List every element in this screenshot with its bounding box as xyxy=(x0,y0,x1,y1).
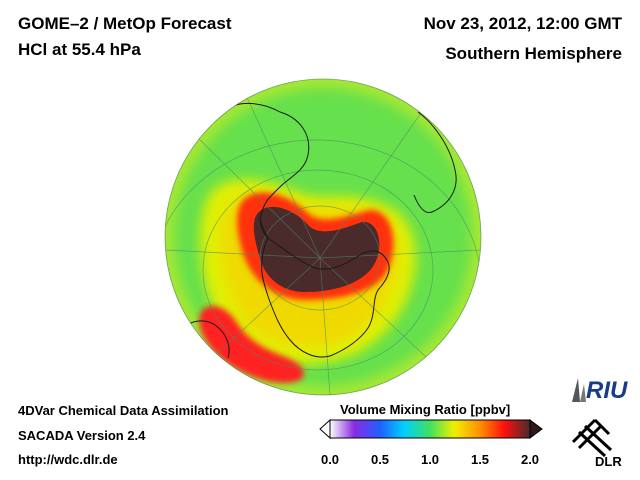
forecast-date: Nov 23, 2012, 12:00 GMT xyxy=(423,14,622,33)
map-title: GOME–2 / MetOp Forecast xyxy=(18,14,232,33)
colorbar-max-arrow xyxy=(529,419,543,439)
colorbar-tick: 0.0 xyxy=(320,452,340,467)
colorbar-tick: 2.0 xyxy=(520,452,540,467)
website-link[interactable]: http://wdc.dlr.de xyxy=(18,452,118,467)
map-subtitle: HCl at 55.4 hPa xyxy=(18,40,141,59)
hemisphere-label: Southern Hemisphere xyxy=(445,44,622,63)
colorbar-tick: 1.0 xyxy=(420,452,440,467)
globe-map xyxy=(164,78,482,396)
colorbar-tick: 0.5 xyxy=(370,452,390,467)
colorbar xyxy=(319,418,543,440)
version-label: SACADA Version 2.4 xyxy=(18,428,146,443)
colorbar-gradient xyxy=(329,419,531,439)
riu-logo: RIU xyxy=(572,377,628,404)
colorbar-tick: 1.5 xyxy=(470,452,490,467)
riu-logo-text: RIU xyxy=(586,377,628,404)
colorbar-title: Volume Mixing Ratio [ppbv] xyxy=(340,402,511,417)
dlr-logo: DLR xyxy=(571,418,622,468)
assimilation-label: 4DVar Chemical Data Assimilation xyxy=(18,403,229,418)
dlr-logo-text: DLR xyxy=(595,454,622,468)
colorbar-min-arrow xyxy=(319,418,331,440)
